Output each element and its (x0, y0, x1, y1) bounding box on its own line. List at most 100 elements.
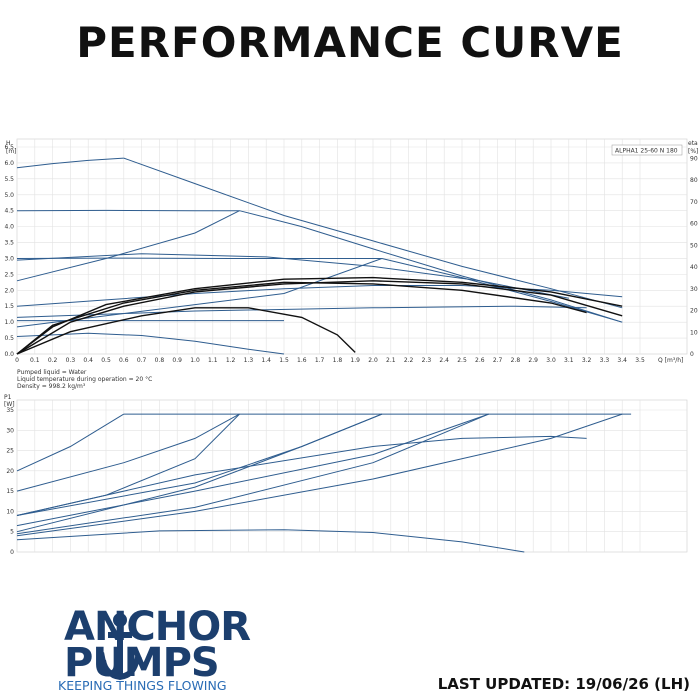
y-axis-label: H (6, 140, 11, 147)
x-tick-label: 0.9 (172, 357, 182, 364)
y-tick-label: 4.5 (4, 208, 14, 215)
y-tick-label: 6.0 (4, 160, 14, 167)
head-curve (16, 285, 623, 307)
head-curve (16, 210, 240, 282)
y-axis-unit: [m] (6, 148, 17, 155)
y-tick-label: 2.5 (4, 271, 14, 278)
x-tick-label: 0.8 (155, 357, 165, 364)
y-tick-label: 1.5 (4, 303, 14, 310)
y-tick-label: 0.0 (4, 351, 14, 358)
head-curve (16, 305, 587, 318)
x-tick-label: 1.5 (279, 357, 289, 364)
y-tick-label: 20 (6, 468, 14, 475)
y2-axis-label: eta (688, 140, 698, 147)
x-tick-label: 3.0 (546, 357, 556, 364)
head-curve (123, 157, 623, 309)
y-tick-label: 5.5 (4, 176, 14, 183)
anchor-icon (98, 613, 142, 680)
y-tick-label: 35 (6, 407, 14, 414)
x-tick-label: 1.9 (350, 357, 360, 364)
power-curve (16, 529, 525, 553)
head-curve (16, 258, 383, 328)
x-tick-label: 2.7 (493, 357, 503, 364)
x-tick-label: 3.5 (635, 357, 645, 364)
x-tick-label: 1.1 (208, 357, 218, 364)
x-tick-label: 2.6 (475, 357, 485, 364)
x-tick-label: 2.3 (422, 357, 432, 364)
x-tick-label: 3.3 (600, 357, 610, 364)
chart-note: Pumped liquid = Water (17, 369, 87, 376)
power-curve (16, 413, 240, 492)
y-tick-label: 25 (6, 448, 14, 455)
power-curve (16, 435, 587, 516)
y-tick-label: 2.0 (4, 287, 14, 294)
y-tick-label: 15 (6, 488, 14, 495)
x-tick-label: 1.0 (190, 357, 200, 364)
x-tick-label: 1.6 (297, 357, 307, 364)
x-tick-label: 0.7 (137, 357, 147, 364)
y2-axis-unit: [%] (688, 148, 698, 155)
y2-tick-label: 30 (690, 286, 698, 293)
x-tick-label: 0.4 (83, 357, 93, 364)
head-curve (16, 332, 285, 355)
x-tick-label: 3.4 (617, 357, 627, 364)
power-curve (16, 413, 125, 472)
head-curve (16, 280, 623, 355)
y-tick-label: 0 (10, 549, 14, 556)
y-tick-label: 3.5 (4, 240, 14, 247)
x-tick-label: 0 (15, 357, 19, 364)
head-chart: 0 0.1 0.2 0.3 0.4 0.5 0.6 0.7 0.8 0.9 1.0 1.1 1.2 1.3… (4, 138, 698, 390)
y2-tick-label: 90 (690, 155, 698, 162)
last-updated: LAST UPDATED: 19/06/26 (LH) (437, 675, 690, 693)
x-tick-label: 0.1 (30, 357, 40, 364)
x-tick-label: 3.1 (564, 357, 574, 364)
y2-tick-label: 80 (690, 177, 698, 184)
brand-name-line1: ANCHOR (64, 604, 251, 650)
x-tick-label: 2.0 (368, 357, 378, 364)
x-tick-label: 1.3 (244, 357, 254, 364)
chart-note: Density = 998.2 kg/m³ (17, 383, 86, 390)
y-tick-label: 5.0 (4, 192, 14, 199)
head-curve (16, 281, 587, 355)
page-title: PERFORMANCE CURVE (76, 18, 624, 67)
x-tick-label: 2.1 (386, 357, 396, 364)
x-tick-label: 0.2 (48, 357, 58, 364)
power-curve (16, 413, 489, 535)
y-axis-label: P1 (4, 394, 12, 401)
y-tick-label: 1.0 (4, 319, 14, 326)
power-chart: 0 5 10 15 20 25 30 35 P1[W] (4, 394, 688, 556)
x-tick-label: 2.2 (404, 357, 414, 364)
y-axis-unit: [W] (4, 401, 15, 408)
head-curve (239, 210, 623, 323)
x-tick-label: 0.3 (66, 357, 76, 364)
power-curve (16, 413, 383, 533)
x-axis-label: Q [m³/h] (658, 357, 683, 364)
x-tick-label: 1.8 (333, 357, 343, 364)
power-curve (16, 413, 489, 527)
x-tick-label: 2.4 (439, 357, 449, 364)
brand-tagline: KEEPING THINGS FLOWING (58, 678, 227, 693)
x-tick-label: 0.6 (119, 357, 129, 364)
head-curve (16, 307, 356, 355)
power-curve (16, 413, 623, 537)
x-tick-label: 2.8 (511, 357, 521, 364)
brand-name-line2: PUMPS (64, 640, 220, 686)
power-curve (16, 413, 240, 516)
x-tick-label: 2.9 (528, 357, 538, 364)
x-tick-label: 2.5 (457, 357, 467, 364)
x-tick-label: 1.4 (261, 357, 271, 364)
x-tick-label: 0.5 (101, 357, 111, 364)
y-tick-label: 5 (10, 529, 14, 536)
y2-tick-label: 40 (690, 264, 698, 271)
y2-tick-label: 60 (690, 221, 698, 228)
y-tick-label: 3.0 (4, 255, 14, 262)
y2-tick-label: 0 (690, 351, 694, 358)
y-tick-label: 6.5 (4, 144, 14, 151)
y-tick-label: 30 (6, 427, 14, 434)
head-curve (16, 253, 569, 299)
power-curve (16, 413, 383, 516)
chart-note: Liquid temperature during operation = 20… (17, 376, 152, 383)
x-tick-label: 1.7 (315, 357, 325, 364)
y-tick-label: 10 (6, 508, 14, 515)
y2-tick-label: 10 (690, 329, 698, 336)
